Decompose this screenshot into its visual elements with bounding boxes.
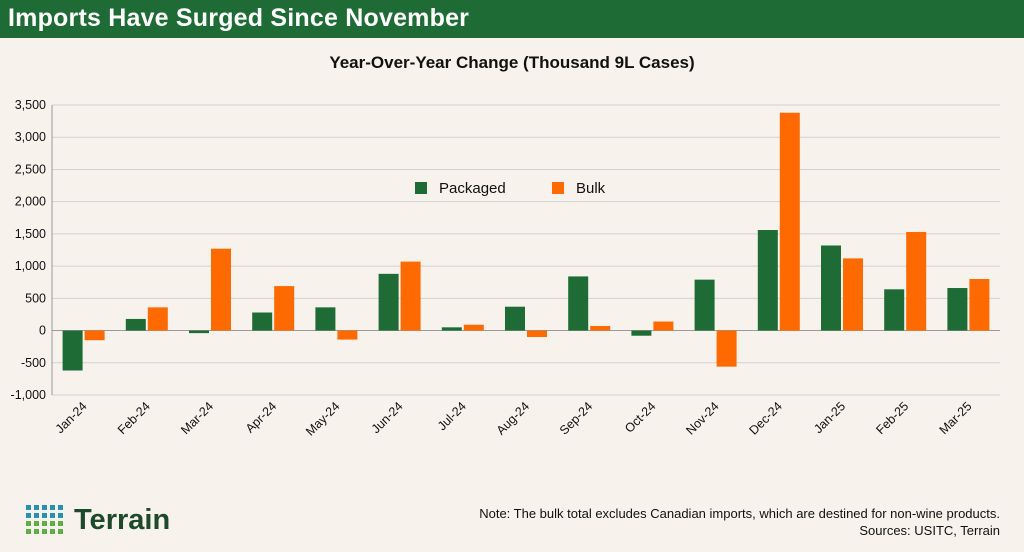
bar-bulk-oct-24 xyxy=(653,321,674,331)
bar-packaged-mar-25 xyxy=(947,288,968,331)
bar-packaged-may-24 xyxy=(315,307,336,331)
y-tick-label: 1,500 xyxy=(15,227,46,241)
bar-bulk-jan-25 xyxy=(843,258,863,331)
x-tick-label: Jan-25 xyxy=(811,399,848,436)
header-banner: Imports Have Surged Since November xyxy=(0,0,1024,38)
bars xyxy=(62,112,990,371)
x-tick-label: Mar-24 xyxy=(178,399,216,437)
bar-packaged-sep-24 xyxy=(568,276,589,331)
y-tick-label: 1,000 xyxy=(15,259,46,273)
chart-title: Year-Over-Year Change (Thousand 9L Cases… xyxy=(329,53,694,72)
bar-bulk-dec-24 xyxy=(779,112,800,331)
page-title: Imports Have Surged Since November xyxy=(8,4,470,32)
x-tick-label: Feb-25 xyxy=(873,399,911,437)
x-tick-label: Dec-24 xyxy=(747,399,785,437)
x-tick-label: Jun-24 xyxy=(369,399,406,436)
x-tick-label: Jan-24 xyxy=(53,399,90,436)
bar-packaged-jul-24 xyxy=(441,327,462,331)
y-tick-label: 2,000 xyxy=(15,195,46,209)
bar-packaged-feb-24 xyxy=(125,318,146,331)
x-tick-label: Oct-24 xyxy=(622,399,658,435)
bar-packaged-jun-24 xyxy=(378,273,399,331)
bar-bulk-jun-24 xyxy=(400,261,421,331)
bar-bulk-aug-24 xyxy=(527,330,547,337)
bar-bulk-jan-24 xyxy=(84,330,105,341)
bar-bulk-feb-24 xyxy=(147,307,168,331)
y-tick-label: 3,000 xyxy=(15,130,46,144)
logo-text: Terrain xyxy=(74,504,171,536)
logo-dots-icon xyxy=(26,505,63,534)
terrain-logo: Terrain xyxy=(26,503,196,537)
footnote: Note: The bulk total excludes Canadian i… xyxy=(479,506,1000,521)
bar-packaged-feb-25 xyxy=(884,289,905,331)
x-tick-label: Apr-24 xyxy=(243,399,279,435)
bar-bulk-mar-24 xyxy=(211,248,231,331)
x-tick-label: Feb-24 xyxy=(115,399,153,437)
x-tick-label: Sep-24 xyxy=(557,399,595,437)
legend-swatch-bulk xyxy=(552,182,564,194)
bar-bulk-may-24 xyxy=(337,330,358,340)
sources-line: Sources: USITC, Terrain xyxy=(859,523,1000,538)
bar-packaged-jan-25 xyxy=(821,245,841,331)
bar-bulk-sep-24 xyxy=(590,326,611,331)
legend: Packaged Bulk xyxy=(415,180,606,197)
y-tick-label: 0 xyxy=(39,324,46,338)
bar-packaged-mar-24 xyxy=(189,330,209,334)
bar-bulk-jul-24 xyxy=(463,324,484,331)
bar-bulk-apr-24 xyxy=(274,286,295,331)
legend-label-packaged: Packaged xyxy=(439,180,506,197)
x-tick-label: May-24 xyxy=(303,399,342,438)
x-tick-label: Mar-25 xyxy=(937,399,975,437)
bar-bulk-nov-24 xyxy=(716,330,737,367)
y-axis: -1,000 -500 0 500 1,000 1,500 2,000 2,500 3,000 3… xyxy=(11,98,53,402)
legend-swatch-packaged xyxy=(415,182,427,194)
grid-lines xyxy=(52,104,1000,396)
y-tick-label: -500 xyxy=(21,356,46,370)
x-tick-label: Nov-24 xyxy=(683,399,721,437)
bar-bulk-feb-25 xyxy=(906,231,927,331)
y-tick-label: 2,500 xyxy=(15,162,46,176)
bar-chart: Year-Over-Year Change (Thousand 9L Cases… xyxy=(11,53,1000,439)
y-tick-label: 3,500 xyxy=(15,98,46,112)
bar-packaged-aug-24 xyxy=(505,306,525,331)
bar-packaged-nov-24 xyxy=(694,279,715,331)
bar-packaged-apr-24 xyxy=(252,312,273,331)
bar-packaged-jan-24 xyxy=(62,330,83,371)
footer-notes: Note: The bulk total excludes Canadian i… xyxy=(479,505,1000,539)
bar-packaged-dec-24 xyxy=(757,230,778,331)
y-tick-label: -1,000 xyxy=(11,388,46,402)
x-axis: Jan-24 Feb-24 Mar-24 Apr-24 May-24 Jun-24 Jul-… xyxy=(53,399,975,438)
x-tick-label: Jul-24 xyxy=(435,399,469,433)
x-tick-label: Aug-24 xyxy=(494,399,532,437)
bar-packaged-oct-24 xyxy=(631,330,652,336)
y-tick-label: 500 xyxy=(25,291,46,305)
legend-label-bulk: Bulk xyxy=(576,180,606,197)
bar-bulk-mar-25 xyxy=(969,279,990,331)
